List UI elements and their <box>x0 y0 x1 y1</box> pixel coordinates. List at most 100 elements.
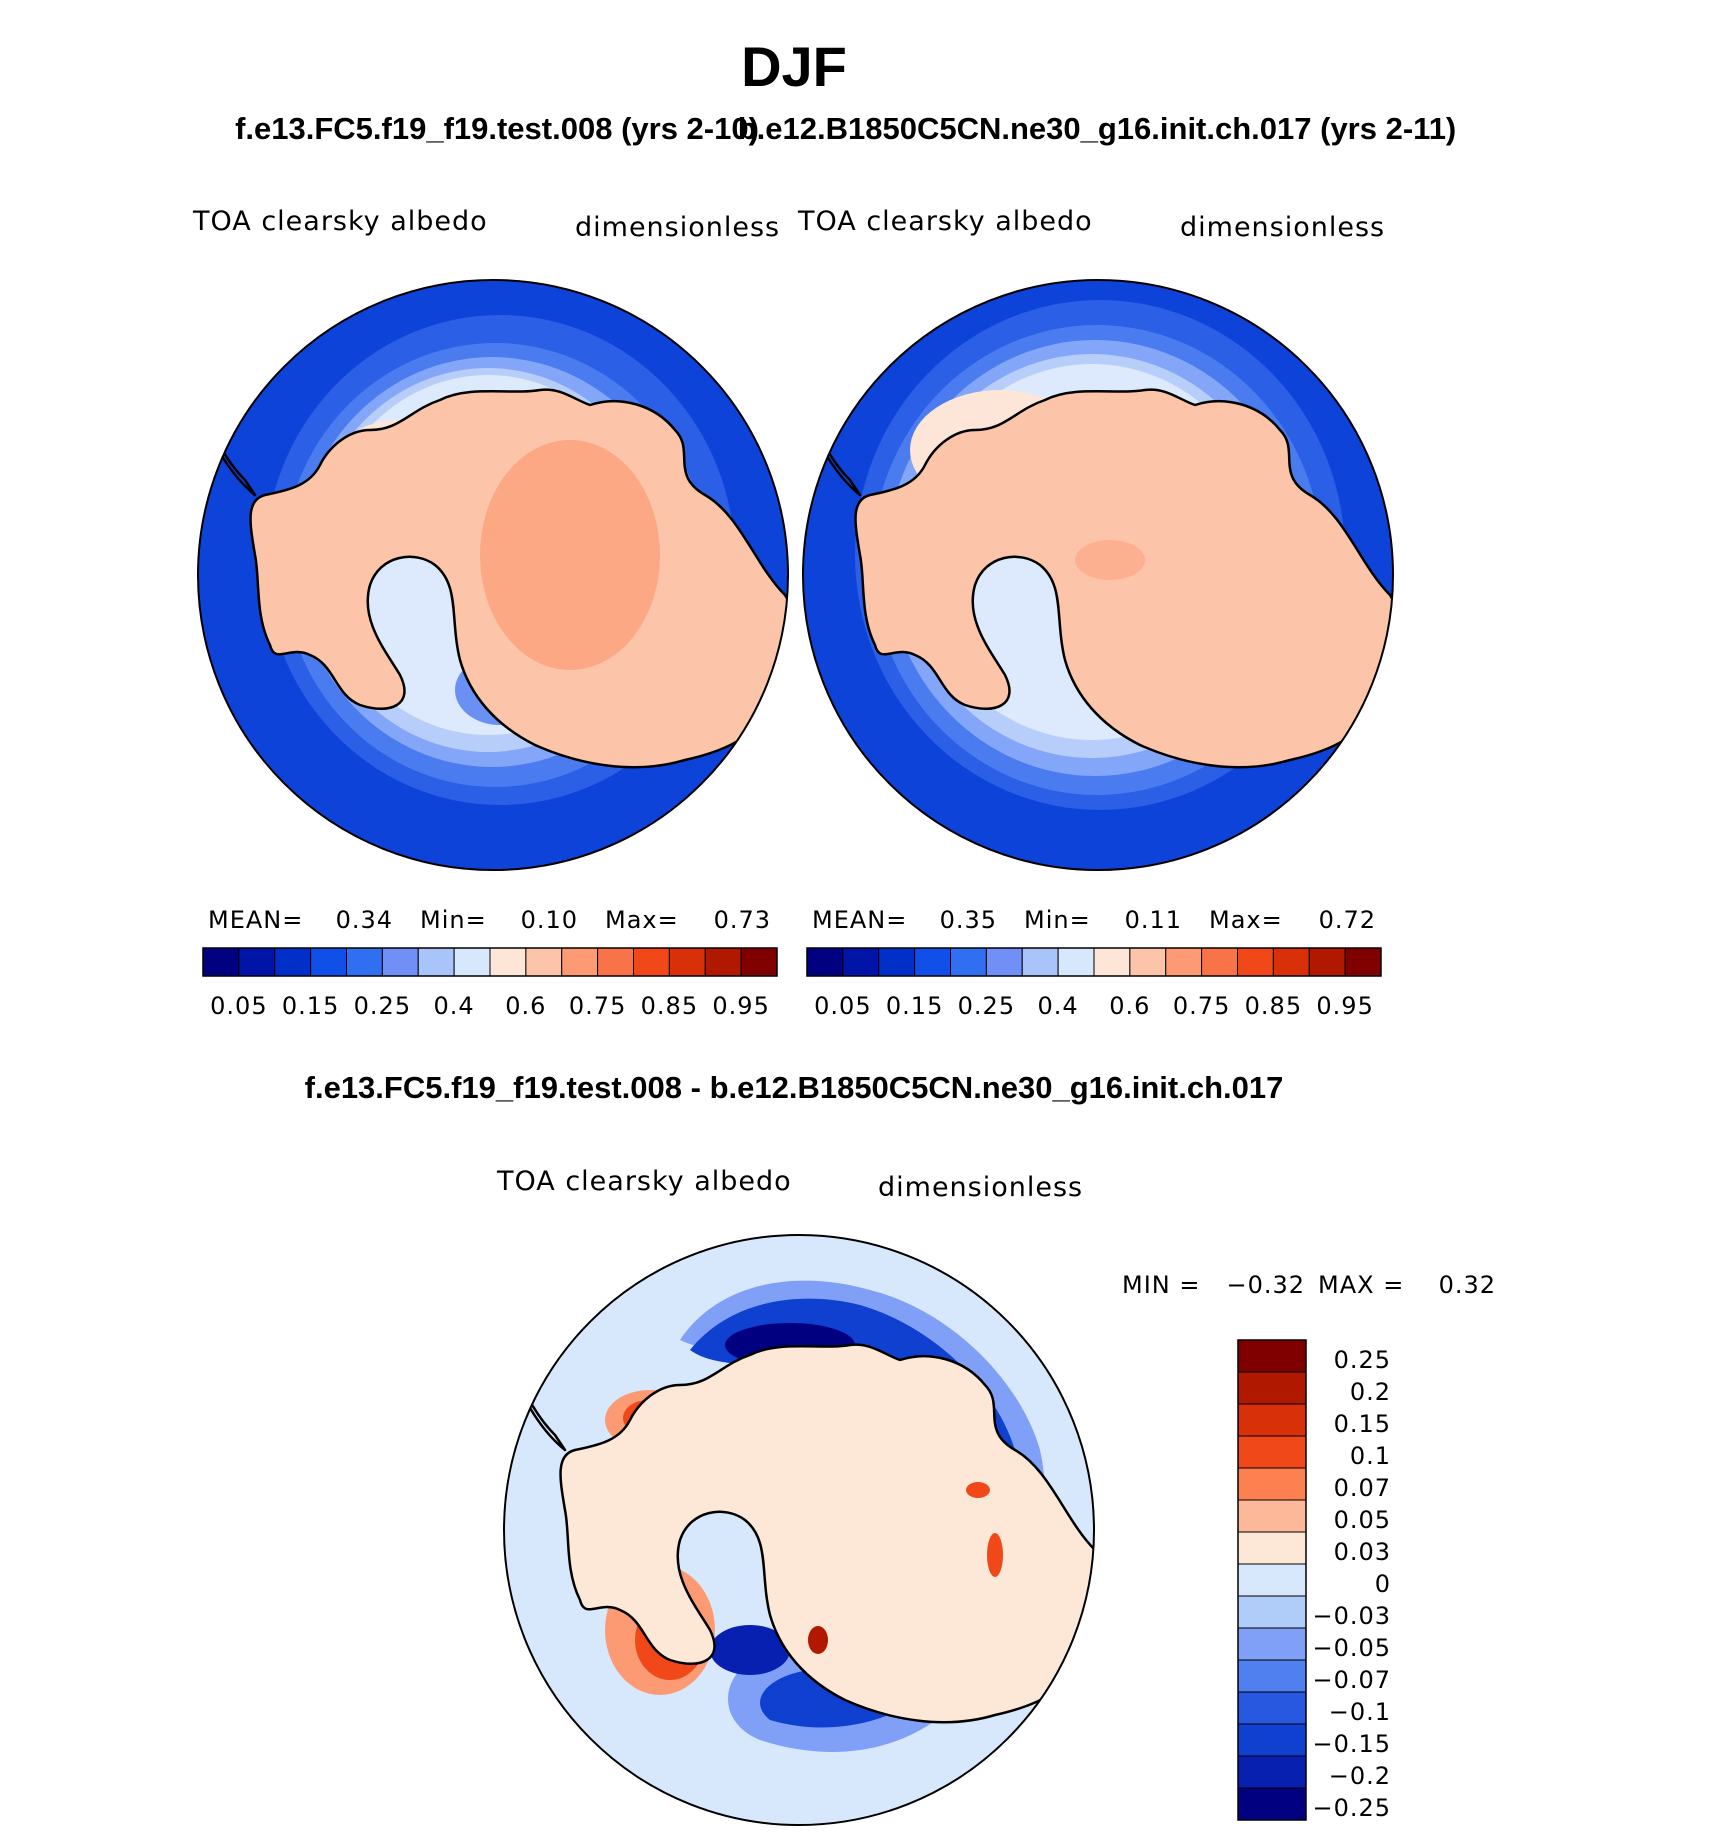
contour-band <box>808 1626 828 1654</box>
colorbar-b-swatch <box>914 947 951 977</box>
colorbar-b-tick-label: 0.6 <box>1109 992 1150 1020</box>
map-boundary <box>802 279 1394 871</box>
map-boundary <box>197 279 789 871</box>
panel-b-units: dimensionless <box>1180 212 1385 243</box>
colorbar-diff-tick-label: 0 <box>1375 1570 1391 1598</box>
colorbar-diff-tick-label: 0.07 <box>1334 1474 1391 1502</box>
colorbar-diff-tick-label: −0.05 <box>1312 1634 1391 1662</box>
colorbar-a-swatch <box>668 947 706 977</box>
colorbar-a-swatch <box>489 947 527 977</box>
colorbar-diff: 0.25 0.2 0.15 0.1 0.07 0.05 0.03 0 −0.03 −0.05 −0.… <box>1237 1339 1391 1822</box>
colorbar-b-tick-label: 0.25 <box>958 992 1015 1020</box>
colorbar-diff-swatch <box>1237 1563 1307 1597</box>
colorbar-diff-tick-label: 0.1 <box>1350 1442 1391 1470</box>
colorbar-diff-tick-label: 0.05 <box>1334 1506 1391 1534</box>
colorbar-a-tick-label: 0.4 <box>434 992 475 1020</box>
colorbar-diff-swatch <box>1237 1403 1307 1437</box>
colorbar-b-tick-label: 0.85 <box>1245 992 1302 1020</box>
colorbar-b-swatch <box>1021 947 1059 977</box>
panel-a-mean-label: MEAN= <box>208 906 303 934</box>
colorbar-a-swatch <box>633 947 670 977</box>
colorbar-diff-swatch <box>1237 1467 1307 1501</box>
colorbar-b-swatch <box>1129 947 1167 977</box>
colorbar-a-tick-label: 0.15 <box>282 992 339 1020</box>
plateau-contour <box>1075 540 1145 580</box>
colorbar-diff-tick-label: −0.15 <box>1312 1730 1391 1758</box>
colorbar-diff-tick-label: 0.2 <box>1350 1378 1391 1406</box>
contour-band <box>966 1482 990 1498</box>
colorbar-b-tick-label: 0.05 <box>814 992 871 1020</box>
panel-a-max-label: Max= <box>605 906 679 934</box>
colorbar-b-swatch <box>1165 947 1203 977</box>
panel-a-max-value: 0.73 <box>714 906 771 934</box>
colorbar-a-tick-label: 0.6 <box>505 992 546 1020</box>
colorbar-a-swatch <box>704 947 742 977</box>
panel-b-variable: TOA clearsky albedo <box>797 206 1093 237</box>
panel-c-min-value: −0.32 <box>1226 1271 1305 1299</box>
colorbar-diff-swatch <box>1237 1595 1307 1629</box>
map-boundary <box>503 1234 1095 1826</box>
colorbar-a-swatch <box>238 947 276 977</box>
colorbar-b-swatch <box>1237 947 1274 977</box>
panel-a-units: dimensionless <box>575 212 780 243</box>
colorbar-b-tick-label: 0.75 <box>1173 992 1230 1020</box>
colorbar-diff-swatch <box>1237 1435 1307 1469</box>
colorbar-diff-swatch <box>1237 1531 1307 1565</box>
colorbar-panel-b: 0.05 0.15 0.25 0.4 0.6 0.75 0.85 0.95 <box>806 947 1382 1020</box>
diff-label: f.e13.FC5.f19_f19.test.008 - b.e12.B1850… <box>305 1070 1284 1105</box>
colorbar-diff-tick-label: −0.1 <box>1329 1698 1391 1726</box>
colorbar-diff-swatch <box>1237 1787 1307 1821</box>
colorbar-diff-tick-label: −0.07 <box>1312 1666 1391 1694</box>
plateau-contour <box>480 440 660 670</box>
colorbar-a-swatch <box>740 947 778 977</box>
colorbar-diff-swatch <box>1237 1627 1307 1661</box>
panel-c-max-value: 0.32 <box>1439 1271 1496 1299</box>
colorbar-a-swatch <box>597 947 634 977</box>
colorbar-b-swatch <box>1057 947 1095 977</box>
panel-b-mean-label: MEAN= <box>812 906 907 934</box>
panel-c-max-label: MAX = <box>1318 1271 1404 1299</box>
colorbar-a-tick-label: 0.85 <box>641 992 698 1020</box>
colorbar-a-swatch <box>453 947 491 977</box>
contour-band <box>710 1625 790 1675</box>
colorbar-diff-frame <box>1237 1339 1307 1821</box>
colorbar-diff-tick-label: 0.15 <box>1334 1410 1391 1438</box>
colorbar-b-tick-label: 0.4 <box>1038 992 1079 1020</box>
colorbar-diff-tick-label: 0.03 <box>1334 1538 1391 1566</box>
colorbar-a-swatch <box>202 947 240 977</box>
panel-a-mean-value: 0.34 <box>336 906 393 934</box>
colorbar-a-swatch <box>274 947 312 977</box>
colorbar-diff-swatch <box>1237 1755 1307 1789</box>
panel-c-units: dimensionless <box>878 1172 1083 1203</box>
colorbar-diff-tick-label: −0.03 <box>1312 1602 1391 1630</box>
colorbar-b-swatch <box>1093 947 1131 977</box>
colorbar-a-swatch <box>310 947 347 977</box>
panel-a-min-value: 0.10 <box>521 906 578 934</box>
colorbar-diff-swatch <box>1237 1723 1307 1757</box>
colorbar-b-tick-label: 0.95 <box>1316 992 1373 1020</box>
map-panel-a <box>197 279 789 871</box>
colorbar-b-swatch <box>842 947 880 977</box>
colorbar-a-swatch <box>417 947 455 977</box>
colorbar-b-swatch <box>1344 947 1382 977</box>
colorbar-diff-swatch <box>1237 1371 1307 1405</box>
colorbar-diff-swatch <box>1237 1339 1307 1373</box>
colorbar-b-swatch <box>1201 947 1238 977</box>
colorbar-b-swatch <box>806 947 844 977</box>
colorbar-diff-swatch <box>1237 1499 1307 1533</box>
colorbar-a-tick-label: 0.95 <box>712 992 769 1020</box>
panel-a-variable: TOA clearsky albedo <box>192 206 488 237</box>
panel-a-min-label: Min= <box>420 906 487 934</box>
colorbar-b-tick-label: 0.15 <box>886 992 943 1020</box>
case1-label: f.e13.FC5.f19_f19.test.008 (yrs 2-10) <box>235 111 759 146</box>
colorbar-a-swatch <box>346 947 383 977</box>
colorbar-a-swatch <box>381 947 419 977</box>
map-panel-c <box>503 1234 1095 1826</box>
panel-b-max-label: Max= <box>1209 906 1283 934</box>
colorbar-b-swatch <box>878 947 916 977</box>
panel-b-min-value: 0.11 <box>1125 906 1182 934</box>
colorbar-b-swatch <box>1272 947 1310 977</box>
colorbar-b-swatch <box>950 947 987 977</box>
colorbar-a-swatch <box>561 947 599 977</box>
panel-c-min-label: MIN = <box>1122 1271 1200 1299</box>
